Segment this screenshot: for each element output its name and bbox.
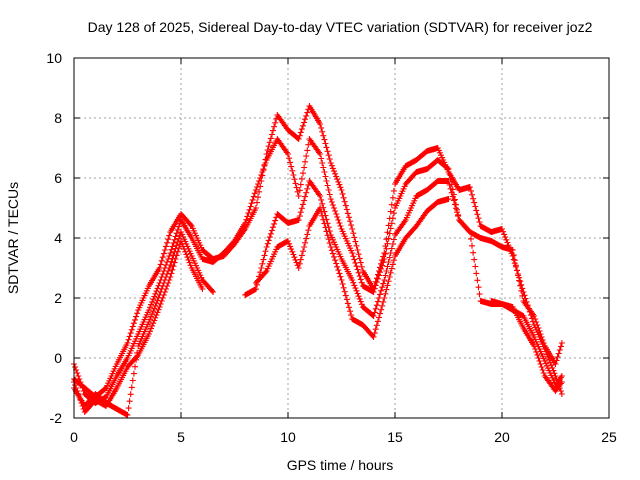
x-tick-label: 20 xyxy=(494,429,510,445)
x-tick-label: 0 xyxy=(70,429,78,445)
chart-title: Day 128 of 2025, Sidereal Day-to-day VTE… xyxy=(88,19,593,35)
y-tick-label: 2 xyxy=(54,290,62,306)
y-tick-label: 8 xyxy=(54,110,62,126)
x-tick-label: 5 xyxy=(177,429,185,445)
x-axis-label: GPS time / hours xyxy=(287,457,394,473)
grid-lines xyxy=(74,58,609,418)
x-tick-label: 25 xyxy=(601,429,617,445)
y-tick-label: 4 xyxy=(54,230,62,246)
y-tick-label: -2 xyxy=(50,410,63,426)
axis-ticks: 0 5 10 15 20 25 -2 0 2 4 6 8 10 xyxy=(46,50,617,445)
y-axis-label: SDTVAR / TECUs xyxy=(5,182,21,294)
y-tick-label: 0 xyxy=(54,350,62,366)
data-point-markers xyxy=(71,136,565,406)
y-tick-label: 10 xyxy=(46,50,62,66)
y-tick-label: 6 xyxy=(54,170,62,186)
series-track-b xyxy=(71,136,565,406)
x-tick-label: 10 xyxy=(280,429,296,445)
data-points xyxy=(71,103,565,418)
x-tick-label: 15 xyxy=(387,429,403,445)
